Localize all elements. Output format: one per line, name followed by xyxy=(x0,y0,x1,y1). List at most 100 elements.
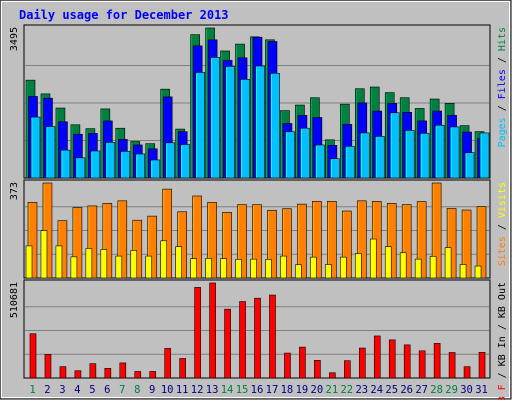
x-tick-label: 18 xyxy=(281,384,294,396)
traffic-bar-pages xyxy=(285,131,295,179)
x-tick-label: 19 xyxy=(296,384,309,396)
visitors-bar-visits xyxy=(145,255,153,279)
x-axis: 1 2 3 4 5 6 7 8 9 10 11 12 13 14 15 16 17 18 19 20 21 22 23 24 2… xyxy=(29,384,488,396)
visitors-bar-sites xyxy=(252,204,262,279)
visitors-bar-sites xyxy=(401,204,412,279)
visitors-bar-visits xyxy=(295,264,302,279)
x-tick-label: 25 xyxy=(385,384,398,396)
x-tick-label: 26 xyxy=(400,384,413,396)
kbytes-bar-kb-f xyxy=(448,352,456,379)
visitors-bar-sites xyxy=(237,204,247,279)
kbytes-bar-kb-f xyxy=(418,350,426,379)
x-tick-label: 1 xyxy=(29,384,35,396)
kbytes-bar-kb-f xyxy=(29,333,37,379)
visitors-bar-visits xyxy=(444,247,452,279)
x-tick-label: 12 xyxy=(191,384,204,396)
traffic-bar-pages xyxy=(374,136,385,179)
legend-separator: / xyxy=(497,366,508,384)
x-tick-label: 4 xyxy=(74,384,80,396)
visitors-bar-sites xyxy=(297,203,307,279)
kbytes-bar-kb-f xyxy=(269,294,276,379)
traffic-bar-pages xyxy=(195,72,205,179)
visitors-bar-sites xyxy=(356,200,367,279)
visitors-bar-sites xyxy=(162,188,173,279)
kbytes-bar-kb-f xyxy=(314,360,321,379)
traffic-panel: 3495 Pages / Files / Hits xyxy=(9,24,508,179)
visitors-bar-sites xyxy=(222,211,232,279)
visitors-bar-visits xyxy=(235,259,242,279)
visitors-bar-sites xyxy=(461,209,472,279)
traffic-bar-pages xyxy=(150,159,161,179)
visitors-bar-sites xyxy=(132,219,143,279)
visitors-bar-visits xyxy=(130,250,138,279)
visitors-bar-visits xyxy=(190,258,197,279)
x-tick-label: 22 xyxy=(340,384,353,396)
visitors-bar-visits xyxy=(429,256,437,279)
legend-entry: KB F xyxy=(497,384,508,400)
visitors-ymax-label: 373 xyxy=(9,182,20,200)
visitors-bar-sites xyxy=(267,209,277,279)
legend-entry: Files xyxy=(497,69,508,99)
visitors-bar-sites xyxy=(207,202,217,279)
traffic-bar-pages xyxy=(300,127,310,179)
kbytes-bar-kb-f xyxy=(119,362,127,379)
legend-separator: / xyxy=(497,99,508,117)
visitors-bar-visits xyxy=(70,256,78,279)
traffic-legend: Pages / Files / Hits xyxy=(497,27,508,147)
visitors-bar-visits xyxy=(250,258,257,279)
x-tick-label: 9 xyxy=(149,384,155,396)
x-tick-label: 23 xyxy=(355,384,368,396)
visitors-bar-sites xyxy=(87,205,98,279)
kbytes-bar-kb-f xyxy=(284,352,291,379)
visitors-bar-visits xyxy=(310,256,317,279)
kbytes-bar-kb-f xyxy=(209,282,216,379)
kbytes-bar-kb-f xyxy=(388,339,396,379)
visitors-bar-sites xyxy=(386,203,397,279)
x-tick-label: 13 xyxy=(206,384,219,396)
kbytes-bar-kb-f xyxy=(104,368,112,379)
visitors-bar-visits xyxy=(265,259,272,279)
visitors-bar-sites xyxy=(431,182,442,279)
traffic-bar-pages xyxy=(135,153,146,179)
x-tick-label: 11 xyxy=(176,384,189,396)
traffic-bar-pages xyxy=(434,124,445,179)
visitors-bar-visits xyxy=(340,256,347,279)
visitors-bar-visits xyxy=(459,264,467,279)
kbytes-bar-kb-f xyxy=(478,352,486,379)
visitors-panel: 373 Sites / Visits xyxy=(9,179,508,279)
visitors-bar-visits xyxy=(474,265,482,279)
traffic-bar-pages xyxy=(30,116,41,179)
kbytes-bar-kb-f xyxy=(194,287,201,379)
visitors-bar-visits xyxy=(399,252,407,279)
visitors-bar-sites xyxy=(72,207,83,279)
x-tick-label: 16 xyxy=(251,384,264,396)
visitors-bar-sites xyxy=(177,211,187,279)
visitors-bar-visits xyxy=(85,248,93,279)
x-tick-label: 21 xyxy=(326,384,339,396)
kbytes-bar-kb-f xyxy=(89,363,97,379)
visitors-bar-visits xyxy=(100,249,108,279)
traffic-bar-pages xyxy=(255,65,265,179)
x-tick-label: 31 xyxy=(475,384,488,396)
visitors-bar-visits xyxy=(25,245,33,279)
legend-entry: Sites xyxy=(497,236,508,266)
visitors-bar-visits xyxy=(325,264,332,279)
x-tick-label: 20 xyxy=(311,384,324,396)
visitors-bar-visits xyxy=(160,240,168,279)
x-tick-label: 29 xyxy=(445,384,458,396)
traffic-bar-pages xyxy=(180,144,190,179)
x-tick-label: 28 xyxy=(430,384,443,396)
visitors-bar-sites xyxy=(312,201,322,279)
visitors-legend: Sites / Visits xyxy=(497,182,508,266)
visitors-bar-visits xyxy=(280,255,287,279)
visitors-bar-sites xyxy=(342,210,352,279)
kbytes-bar-kb-f xyxy=(329,372,336,379)
traffic-bar-pages xyxy=(105,142,116,179)
visitors-bar-sites xyxy=(476,206,487,279)
traffic-bar-pages xyxy=(225,66,235,179)
x-tick-label: 6 xyxy=(104,384,110,396)
visitors-bar-visits xyxy=(55,245,63,279)
traffic-bar-pages xyxy=(165,142,176,179)
traffic-bar-pages xyxy=(270,72,280,179)
